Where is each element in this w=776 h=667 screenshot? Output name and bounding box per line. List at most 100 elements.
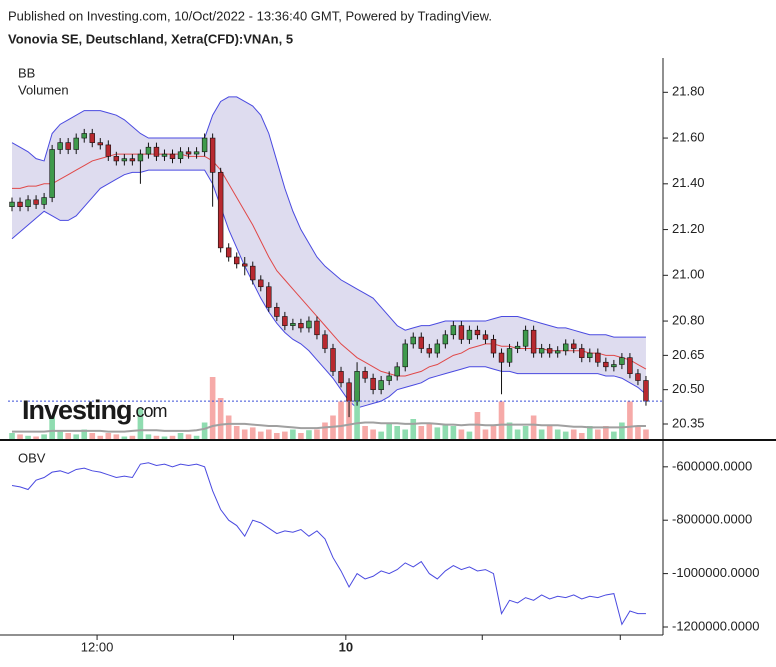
- candle-body: [290, 323, 296, 326]
- candle-body: [546, 348, 553, 354]
- volume-bar: [177, 433, 184, 440]
- volume-bar: [635, 426, 641, 440]
- candle-body: [538, 348, 545, 354]
- volume-bar: [314, 429, 320, 440]
- candle-body: [474, 329, 481, 336]
- candle-body: [233, 256, 240, 265]
- volume-bar: [562, 431, 569, 440]
- volume-bar: [121, 436, 128, 440]
- legend-entry: Volumen: [18, 82, 69, 97]
- candle-body: [530, 329, 537, 354]
- candle-body: [25, 199, 31, 207]
- pane-title: OBV: [18, 450, 46, 465]
- x-tick-label: 10: [339, 639, 353, 654]
- candle-body: [113, 156, 120, 162]
- candle-body: [9, 201, 15, 207]
- volume-bar: [25, 435, 31, 440]
- volume-bar: [265, 429, 272, 440]
- volume-bar: [627, 401, 633, 440]
- volume-bar: [129, 435, 136, 440]
- candle-body: [129, 158, 136, 162]
- volume-bar: [330, 415, 336, 440]
- volume-bar: [346, 398, 352, 440]
- candle-body: [121, 158, 128, 162]
- volume-bar: [89, 433, 96, 440]
- volume-bar: [201, 422, 208, 440]
- candle-body: [314, 320, 320, 336]
- legend-entry: BB: [18, 65, 35, 80]
- candle-body: [627, 357, 633, 374]
- y-tick-label: -1200000.0000: [672, 618, 759, 633]
- y-tick-label: -1000000.0000: [672, 565, 759, 580]
- candle-body: [386, 375, 392, 381]
- volume-bar: [9, 433, 15, 440]
- volume-bar: [169, 435, 176, 440]
- volume-bar: [306, 430, 312, 440]
- volume-bar: [410, 419, 417, 440]
- y-tick-label: 21.40: [672, 175, 705, 190]
- candle-body: [258, 279, 264, 288]
- volume-bar: [217, 398, 224, 440]
- candle-body: [217, 172, 224, 249]
- candle-body: [65, 142, 71, 150]
- y-tick-label: -600000.0000: [672, 458, 752, 473]
- volume-bar: [290, 429, 296, 440]
- volume-bar: [498, 401, 505, 440]
- volume-bar: [538, 429, 545, 440]
- volume-bar: [442, 424, 449, 440]
- candle-body: [266, 286, 272, 308]
- y-tick-label: 21.80: [672, 84, 705, 99]
- candle-body: [643, 380, 649, 402]
- candle-body: [49, 149, 55, 198]
- volume-bar: [57, 431, 63, 440]
- volume-bar: [578, 433, 585, 440]
- volume-bar: [65, 433, 71, 440]
- volume-bar: [97, 435, 104, 440]
- candle-body: [73, 137, 79, 150]
- volume-bar: [546, 426, 553, 440]
- volume-bar: [386, 422, 392, 440]
- candle-body: [338, 371, 344, 384]
- candle-body: [185, 151, 192, 155]
- candle-body: [563, 343, 569, 352]
- volume-bar: [274, 433, 280, 440]
- candle-body: [595, 352, 601, 363]
- volume-bar: [530, 415, 537, 440]
- candle-body: [145, 146, 152, 155]
- candle-body: [635, 373, 641, 381]
- candle-body: [274, 307, 280, 317]
- volume-bar: [298, 433, 304, 440]
- candle-body: [370, 377, 376, 390]
- volume-bar: [225, 415, 232, 440]
- candle-body: [514, 345, 521, 349]
- candle-body: [426, 348, 433, 354]
- candle-body: [506, 348, 513, 363]
- candle-body: [458, 325, 465, 340]
- watermark-text: Investing: [22, 395, 132, 425]
- volume-bar: [394, 426, 401, 440]
- candle-body: [410, 336, 416, 345]
- candle-body: [450, 325, 457, 336]
- volume-bar: [643, 429, 649, 440]
- x-tick-label: 12:00: [81, 639, 114, 654]
- volume-bar: [354, 391, 360, 440]
- volume-bar: [73, 434, 80, 440]
- candle-body: [161, 153, 168, 157]
- volume-bar: [137, 408, 144, 440]
- candle-body: [322, 334, 328, 349]
- volume-bar: [554, 429, 561, 440]
- candle-body: [522, 329, 529, 347]
- volume-bar: [458, 429, 465, 440]
- volume-bar: [506, 422, 513, 440]
- candle-body: [17, 201, 23, 207]
- candle-body: [81, 133, 87, 139]
- chart-title: Vonovia SE, Deutschland, Xetra(CFD):VNAn…: [8, 31, 293, 46]
- bb-lower: [11, 169, 647, 409]
- volume-bar: [611, 431, 617, 440]
- published-note: Published on Investing.com, 10/Oct/2022 …: [8, 8, 492, 23]
- candle-body: [282, 316, 288, 326]
- volume-bar: [522, 426, 529, 440]
- bb-upper: [11, 96, 646, 338]
- candle-body: [33, 199, 39, 205]
